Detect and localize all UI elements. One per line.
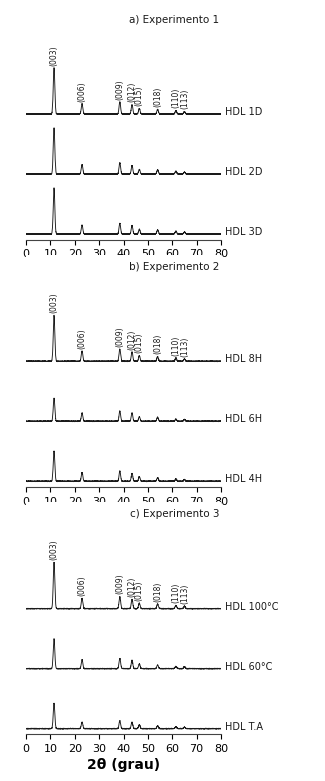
Text: (009): (009) [115, 574, 124, 594]
Text: HDL 8H: HDL 8H [225, 355, 262, 365]
Text: HDL 1D: HDL 1D [225, 107, 262, 117]
Text: (113): (113) [180, 89, 189, 109]
Text: (110): (110) [171, 583, 180, 603]
X-axis label: 2θ (grau): 2θ (grau) [87, 511, 160, 525]
Text: HDL 6H: HDL 6H [225, 415, 262, 424]
Text: HDL 3D: HDL 3D [225, 227, 262, 237]
Text: (015): (015) [135, 333, 144, 354]
Text: (012): (012) [127, 82, 136, 102]
Text: (012): (012) [127, 330, 136, 350]
Text: (018): (018) [153, 581, 162, 601]
Text: (113): (113) [180, 583, 189, 604]
Text: (015): (015) [135, 580, 144, 601]
Text: HDL 100°C: HDL 100°C [225, 601, 279, 612]
Text: c) Experimento 3: c) Experimento 3 [130, 509, 219, 519]
Text: HDL 60°C: HDL 60°C [225, 662, 272, 672]
Text: (110): (110) [171, 88, 180, 109]
Text: (009): (009) [115, 79, 124, 100]
Text: HDL 2D: HDL 2D [225, 167, 262, 177]
Text: (113): (113) [180, 337, 189, 357]
Text: (003): (003) [49, 292, 58, 313]
Text: (006): (006) [78, 576, 86, 596]
X-axis label: 2θ (grau): 2θ (grau) [87, 263, 160, 277]
Text: (018): (018) [153, 334, 162, 355]
Text: (110): (110) [171, 335, 180, 355]
Text: b) Experimento 2: b) Experimento 2 [129, 262, 219, 272]
Text: HDL T.A: HDL T.A [225, 722, 263, 732]
X-axis label: 2θ (grau): 2θ (grau) [87, 758, 160, 772]
Text: (009): (009) [115, 326, 124, 347]
Text: (015): (015) [135, 86, 144, 106]
Text: (012): (012) [127, 576, 136, 597]
Text: (006): (006) [78, 81, 86, 102]
Text: (018): (018) [153, 87, 162, 107]
Text: (003): (003) [49, 45, 58, 66]
Text: a) Experimento 1: a) Experimento 1 [129, 15, 219, 25]
Text: HDL 4H: HDL 4H [225, 474, 262, 484]
Text: (003): (003) [49, 540, 58, 560]
Text: (006): (006) [78, 328, 86, 349]
